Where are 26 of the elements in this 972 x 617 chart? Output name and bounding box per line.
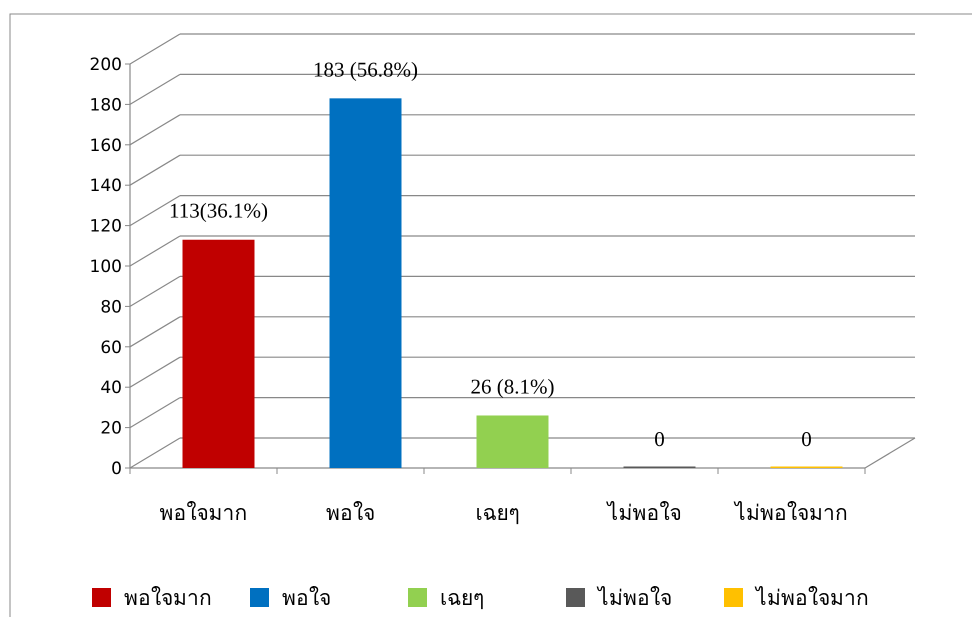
y-tick-label: 160 xyxy=(90,136,122,156)
legend-label: เฉยๆ xyxy=(440,586,484,610)
data-label: 113(36.1%) xyxy=(169,198,268,223)
data-label: 0 xyxy=(654,427,665,451)
legend-label: พอใจมาก xyxy=(124,586,212,610)
x-tick-label: ไม่พอใจมาก xyxy=(733,501,848,525)
legend-label: ไม่พอใจมาก xyxy=(754,586,869,610)
y-tick-label: 20 xyxy=(100,418,122,439)
y-tick-label: 0 xyxy=(111,459,122,479)
legend-label: ไม่พอใจ xyxy=(596,586,672,610)
y-tick-label: 180 xyxy=(90,95,122,116)
x-tick-label: พอใจ xyxy=(326,501,375,525)
data-label: 183 (56.8%) xyxy=(313,57,418,82)
y-tick-label: 200 xyxy=(90,55,122,75)
data-label: 0 xyxy=(801,427,812,451)
y-tick-label: 80 xyxy=(100,297,122,318)
x-tick-label: ไม่พอใจ xyxy=(606,501,682,525)
data-label: 26 (8.1%) xyxy=(470,374,554,398)
y-tick-label: 140 xyxy=(90,176,122,196)
x-tick-label: เฉยๆ xyxy=(476,501,520,525)
y-tick-label: 60 xyxy=(100,338,122,358)
x-tick-label: พอใจมาก xyxy=(160,501,248,525)
y-tick-label: 40 xyxy=(100,378,122,398)
y-tick-label: 100 xyxy=(90,257,122,277)
y-tick-label: 120 xyxy=(90,216,122,237)
legend-label: พอใจ xyxy=(282,586,331,610)
